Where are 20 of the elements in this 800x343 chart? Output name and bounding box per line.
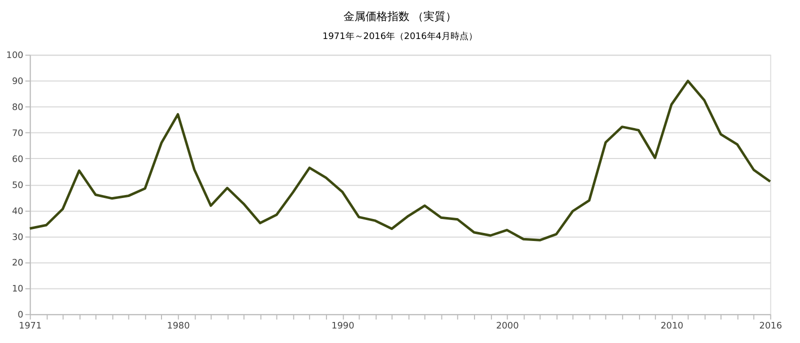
x-tick-label: 2016 <box>759 321 782 332</box>
x-tick-label: 1990 <box>332 321 355 332</box>
y-tick-label: 10 <box>12 284 24 295</box>
y-tick-label: 80 <box>12 103 24 114</box>
y-tick-label: 60 <box>12 154 24 165</box>
chart-subtitle: 1971年～2016年（2016年4月時点） <box>322 30 478 42</box>
x-tick-label: 1980 <box>167 321 190 332</box>
y-tick-label: 20 <box>12 258 24 269</box>
y-tick-label: 70 <box>12 129 24 139</box>
y-tick-label: 50 <box>12 180 24 191</box>
x-tick-label: 2000 <box>496 321 520 332</box>
y-tick-label: 100 <box>6 51 24 62</box>
x-tick-label: 2010 <box>660 321 684 332</box>
chart-title: 金属価格指数 （実質） <box>343 10 457 23</box>
x-tick-label: 1971 <box>18 321 42 332</box>
line-series <box>28 80 772 242</box>
y-tick-label: 0 <box>18 310 24 321</box>
y-tick-label: 90 <box>12 77 24 88</box>
y-tick-label: 40 <box>12 206 24 217</box>
y-tick-label: 30 <box>12 232 24 243</box>
